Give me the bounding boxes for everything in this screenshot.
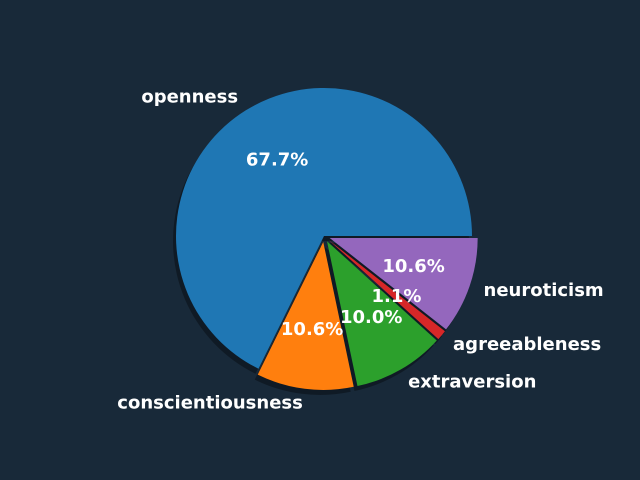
pie-slice-extraversion [326,241,437,387]
percent-labels: 67.7%10.6%10.0%1.1%10.6% [246,150,445,340]
pie-slices [176,88,478,390]
pie-slice-openness [176,88,472,369]
percent-label-agreeableness: 1.1% [372,286,422,307]
percent-label-neuroticism: 10.6% [382,256,444,277]
percent-label-extraversion: 10.0% [340,307,402,328]
pie-slice-conscientiousness [257,241,354,390]
slice-labels: openness conscientiousness extraversion agr… [117,87,603,414]
slice-label-agreeableness: agreeableness [453,334,601,355]
slice-label-openness: openness [141,87,238,108]
percent-label-conscientiousness: 10.6% [281,319,343,340]
slice-label-conscientiousness: conscientiousness [117,392,303,413]
slice-label-extraversion: extraversion [408,371,536,392]
pie-slice-neuroticism [329,237,478,330]
pie-slice-agreeableness [328,239,445,340]
slice-label-neuroticism: neuroticism [484,280,604,301]
percent-label-openness: 67.7% [246,150,308,171]
